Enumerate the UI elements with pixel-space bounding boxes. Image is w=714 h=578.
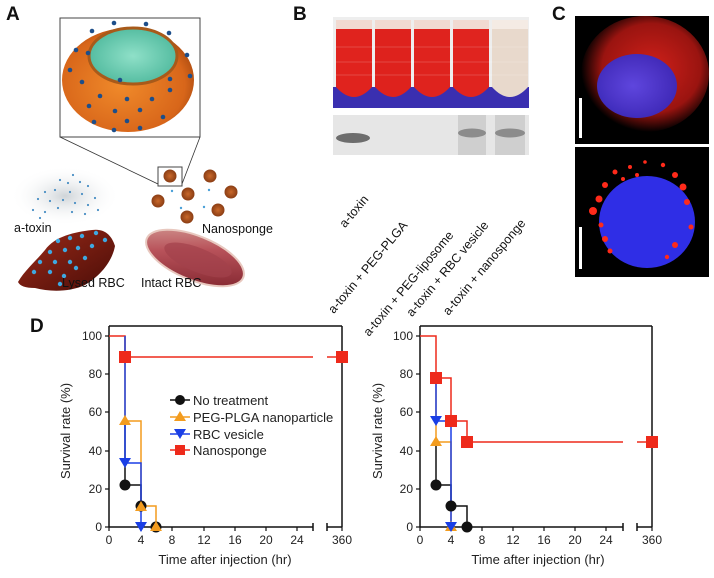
xtick-360: 360 [642, 533, 662, 547]
ytick-0: 0 [406, 520, 413, 534]
y-axis-label: Survival rate (%) [58, 383, 73, 479]
survival-chart-left: 100 80 60 40 20 0 0 4 8 12 16 20 24 360 … [0, 310, 360, 573]
ytick-40: 40 [89, 444, 103, 458]
lysed-rbc-label: Lysed RBC [62, 276, 125, 290]
nanosponge-illustration [0, 0, 290, 300]
xtick-24: 24 [599, 533, 613, 547]
nanosponge-label: Nanosponge [202, 222, 273, 236]
survival-chart-right: 100 80 60 40 20 0 0 4 8 12 16 20 24 360 … [360, 310, 714, 573]
intact-rbc-label: Intact RBC [141, 276, 202, 290]
legend-no-treatment: No treatment [193, 393, 269, 408]
x-axis-label: Time after injection (hr) [471, 552, 604, 567]
ytick-0: 0 [95, 520, 102, 534]
ytick-80: 80 [89, 367, 103, 381]
xtick-12: 12 [506, 533, 520, 547]
xtick-4: 4 [138, 533, 145, 547]
legend-triangle-up-icon [174, 411, 186, 421]
ytick-100: 100 [82, 329, 102, 343]
xtick-20: 20 [568, 533, 582, 547]
xtick-24: 24 [290, 533, 304, 547]
toxin-label: a-toxin [14, 221, 52, 235]
ytick-20: 20 [400, 482, 414, 496]
xtick-8: 8 [479, 533, 486, 547]
legend-peg-plga: PEG-PLGA nanoparticle [193, 410, 333, 425]
x-axis-label: Time after injection (hr) [158, 552, 291, 567]
xtick-0: 0 [106, 533, 113, 547]
fluorescence-image-bottom [575, 147, 709, 277]
xtick-16: 16 [228, 533, 242, 547]
chart-legend: No treatment PEG-PLGA nanoparticle RBC v… [170, 393, 333, 458]
panel-d-letter: D [30, 316, 44, 337]
xtick-20: 20 [259, 533, 273, 547]
ytick-40: 40 [400, 444, 414, 458]
ytick-60: 60 [89, 405, 103, 419]
ytick-20: 20 [89, 482, 103, 496]
xtick-360: 360 [332, 533, 352, 547]
panel-a-letter: A [6, 4, 20, 25]
panel-b-letter: B [293, 4, 307, 25]
lane-label-1: a-toxin [336, 192, 372, 231]
ytick-80: 80 [400, 367, 414, 381]
fluorescence-image-top [575, 16, 709, 144]
y-axis-label: Survival rate (%) [370, 383, 385, 479]
xtick-12: 12 [197, 533, 211, 547]
legend-triangle-down-icon [174, 429, 186, 439]
panel-c-letter: C [552, 4, 566, 25]
legend-circle-icon [175, 395, 185, 405]
ytick-100: 100 [393, 329, 413, 343]
legend-square-icon [175, 445, 185, 455]
xtick-4: 4 [448, 533, 455, 547]
xtick-8: 8 [169, 533, 176, 547]
tube-photo [333, 17, 529, 108]
legend-nanosponge: Nanosponge [193, 443, 267, 458]
gel-image [333, 115, 529, 155]
ytick-60: 60 [400, 405, 414, 419]
xtick-16: 16 [537, 533, 551, 547]
xtick-0: 0 [417, 533, 424, 547]
legend-rbc-vesicle: RBC vesicle [193, 427, 264, 442]
